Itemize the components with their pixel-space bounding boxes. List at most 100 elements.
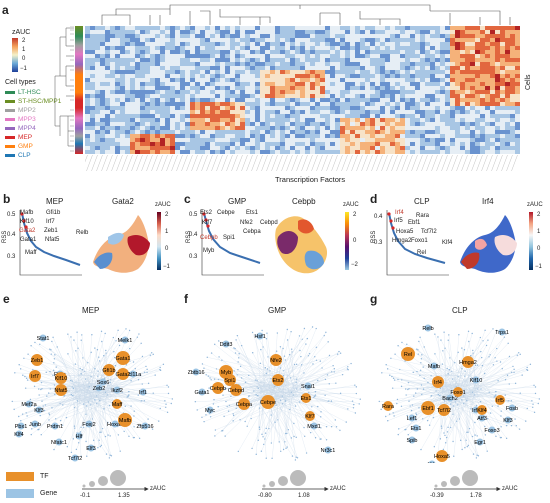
zauc-tick-0: 0 bbox=[22, 56, 26, 62]
left-dendrogram bbox=[54, 26, 74, 152]
panel-b-colorbar bbox=[157, 212, 161, 270]
panel-d-rss-tick-03: 0.3 bbox=[374, 240, 383, 246]
gene-node-label: Irf8 bbox=[472, 408, 480, 414]
gene-node bbox=[504, 416, 512, 424]
gene-node bbox=[488, 426, 496, 434]
gene-node bbox=[75, 432, 83, 440]
tf-node bbox=[230, 384, 242, 396]
gene-node bbox=[121, 336, 129, 344]
tf-node-label: Maff bbox=[112, 402, 123, 408]
tf-node bbox=[383, 401, 393, 411]
gene-node-label: Vdr bbox=[428, 462, 437, 463]
gene-node-label: Foxj2 bbox=[82, 422, 95, 428]
tf-node bbox=[224, 374, 236, 386]
panel-c-zauc: zAUC bbox=[343, 202, 359, 208]
rss-gene-label: Tcf7l2 bbox=[421, 229, 437, 235]
cell-type-swatch bbox=[5, 136, 15, 139]
panel-c-tick-0: 0 bbox=[353, 238, 357, 244]
gene-node-label: Irf1 bbox=[139, 390, 147, 396]
panel-b-rss-tick-04: 0.4 bbox=[7, 232, 16, 238]
gene-node bbox=[55, 438, 63, 446]
gene-node-label: Junb bbox=[29, 422, 41, 428]
rss-gene-label: Spi1 bbox=[223, 235, 236, 241]
gene-node bbox=[17, 422, 25, 430]
panel-d-zauc: zAUC bbox=[527, 202, 543, 208]
panel-c-rss-plot bbox=[201, 210, 264, 276]
cell-type-swatch bbox=[5, 145, 15, 148]
rss-gene-label: Hoxa5 bbox=[396, 229, 414, 235]
gene-node bbox=[508, 404, 516, 412]
cell-type-label: CLP bbox=[18, 152, 31, 159]
tf-node-label: Gata2 bbox=[116, 372, 131, 378]
zauc-tick-1: 1 bbox=[22, 47, 26, 53]
cells-axis-label: Cells bbox=[525, 74, 532, 90]
gene-node-label: Klf3 bbox=[34, 408, 43, 414]
rss-gene-label: Nfat5 bbox=[45, 237, 60, 243]
tf-node-label: Ets1 bbox=[300, 396, 311, 402]
gene-node bbox=[310, 422, 318, 430]
gene-node bbox=[428, 460, 436, 463]
size-legend-g-min: -0.39 bbox=[430, 493, 444, 499]
size-legend-e-min: -0.1 bbox=[80, 493, 91, 499]
rss-gene-label: Cebpa bbox=[243, 229, 261, 235]
panel-c-title: GMP bbox=[228, 197, 247, 206]
tf-node bbox=[55, 372, 67, 384]
gene-node bbox=[222, 340, 230, 348]
gene-node bbox=[408, 436, 416, 444]
panel-d-title: CLP bbox=[414, 197, 430, 206]
rss-gene-label: Relb bbox=[76, 230, 89, 236]
cell-type-item: LT-HSC bbox=[5, 89, 41, 96]
gene-node-label: Ikzf2 bbox=[111, 388, 123, 394]
panel-b-tick-m1: −1 bbox=[163, 264, 170, 270]
panel-a-label: a bbox=[2, 3, 9, 17]
cell-type-swatch bbox=[5, 109, 15, 112]
panel-b-rss-plot bbox=[19, 210, 82, 276]
size-legend-g-max: 1.78 bbox=[470, 493, 482, 499]
cell-type-item: MPP2 bbox=[5, 107, 36, 114]
rss-gene-label: Cebpb bbox=[200, 235, 218, 241]
panel-c-tick-m2: −2 bbox=[351, 262, 358, 268]
rss-gene-label: Myb bbox=[203, 248, 215, 254]
panel-b-title: MEP bbox=[46, 197, 64, 206]
gene-node bbox=[476, 438, 484, 446]
tf-node bbox=[301, 393, 311, 403]
size-legend-g-zauc: zAUC bbox=[502, 486, 518, 492]
cell-types-title: Cell types bbox=[5, 79, 36, 86]
gene-node-label: Prdm1 bbox=[47, 424, 63, 430]
gene-node bbox=[113, 386, 121, 394]
gene-node bbox=[15, 430, 23, 438]
panel-d-umap bbox=[460, 215, 517, 273]
panel-e-network: Stat1Melk1Bcl11aSox6Mef2aRaraKlf3Zeb2Ikz… bbox=[11, 328, 174, 462]
gene-node-label: Atf3 bbox=[477, 416, 487, 422]
panel-b-rss-tick-05: 0.5 bbox=[7, 212, 16, 218]
rss-gene-label: Klf4 bbox=[442, 240, 453, 246]
gene-node-label: Pbx1 bbox=[15, 424, 28, 430]
panel-c-rss-tick-05: 0.5 bbox=[189, 212, 198, 218]
gene-node bbox=[324, 446, 332, 454]
tf-node-label: Klf4 bbox=[477, 408, 486, 414]
cell-type-swatch bbox=[5, 127, 15, 130]
heatmap bbox=[85, 26, 520, 154]
gene-node-label: Relb bbox=[422, 326, 433, 332]
panel-b-tf: Gata2 bbox=[112, 197, 134, 206]
rss-gene-label: Nfe2 bbox=[240, 220, 253, 226]
tf-node-label: Hoxa5 bbox=[434, 454, 450, 460]
rss-gene-label: Gfi1b bbox=[46, 210, 61, 216]
panel-d-tf: Irf4 bbox=[482, 197, 494, 206]
rss-gene-label: Mafb bbox=[20, 210, 34, 216]
rss-gene-label: Cebpe bbox=[217, 210, 235, 216]
tf-node bbox=[212, 382, 224, 394]
rss-gene-label: Gata2 bbox=[19, 228, 36, 234]
tf-node bbox=[401, 347, 415, 361]
zauc-scale-title: zAUC bbox=[12, 29, 31, 36]
size-legend-f bbox=[262, 470, 329, 492]
panel-d-rss-plot bbox=[386, 210, 449, 276]
panel-b-tick-1: 1 bbox=[165, 229, 169, 235]
gene-node bbox=[430, 362, 438, 370]
rss-gene-label: Irf7 bbox=[46, 219, 55, 225]
gene-node-label: Stat1 bbox=[37, 336, 50, 342]
zauc-tick-m1: −1 bbox=[20, 66, 27, 72]
gene-node-label: Nr3c1 bbox=[321, 448, 336, 454]
gene-node bbox=[87, 444, 95, 452]
cell-type-label: LT-HSC bbox=[18, 89, 41, 96]
